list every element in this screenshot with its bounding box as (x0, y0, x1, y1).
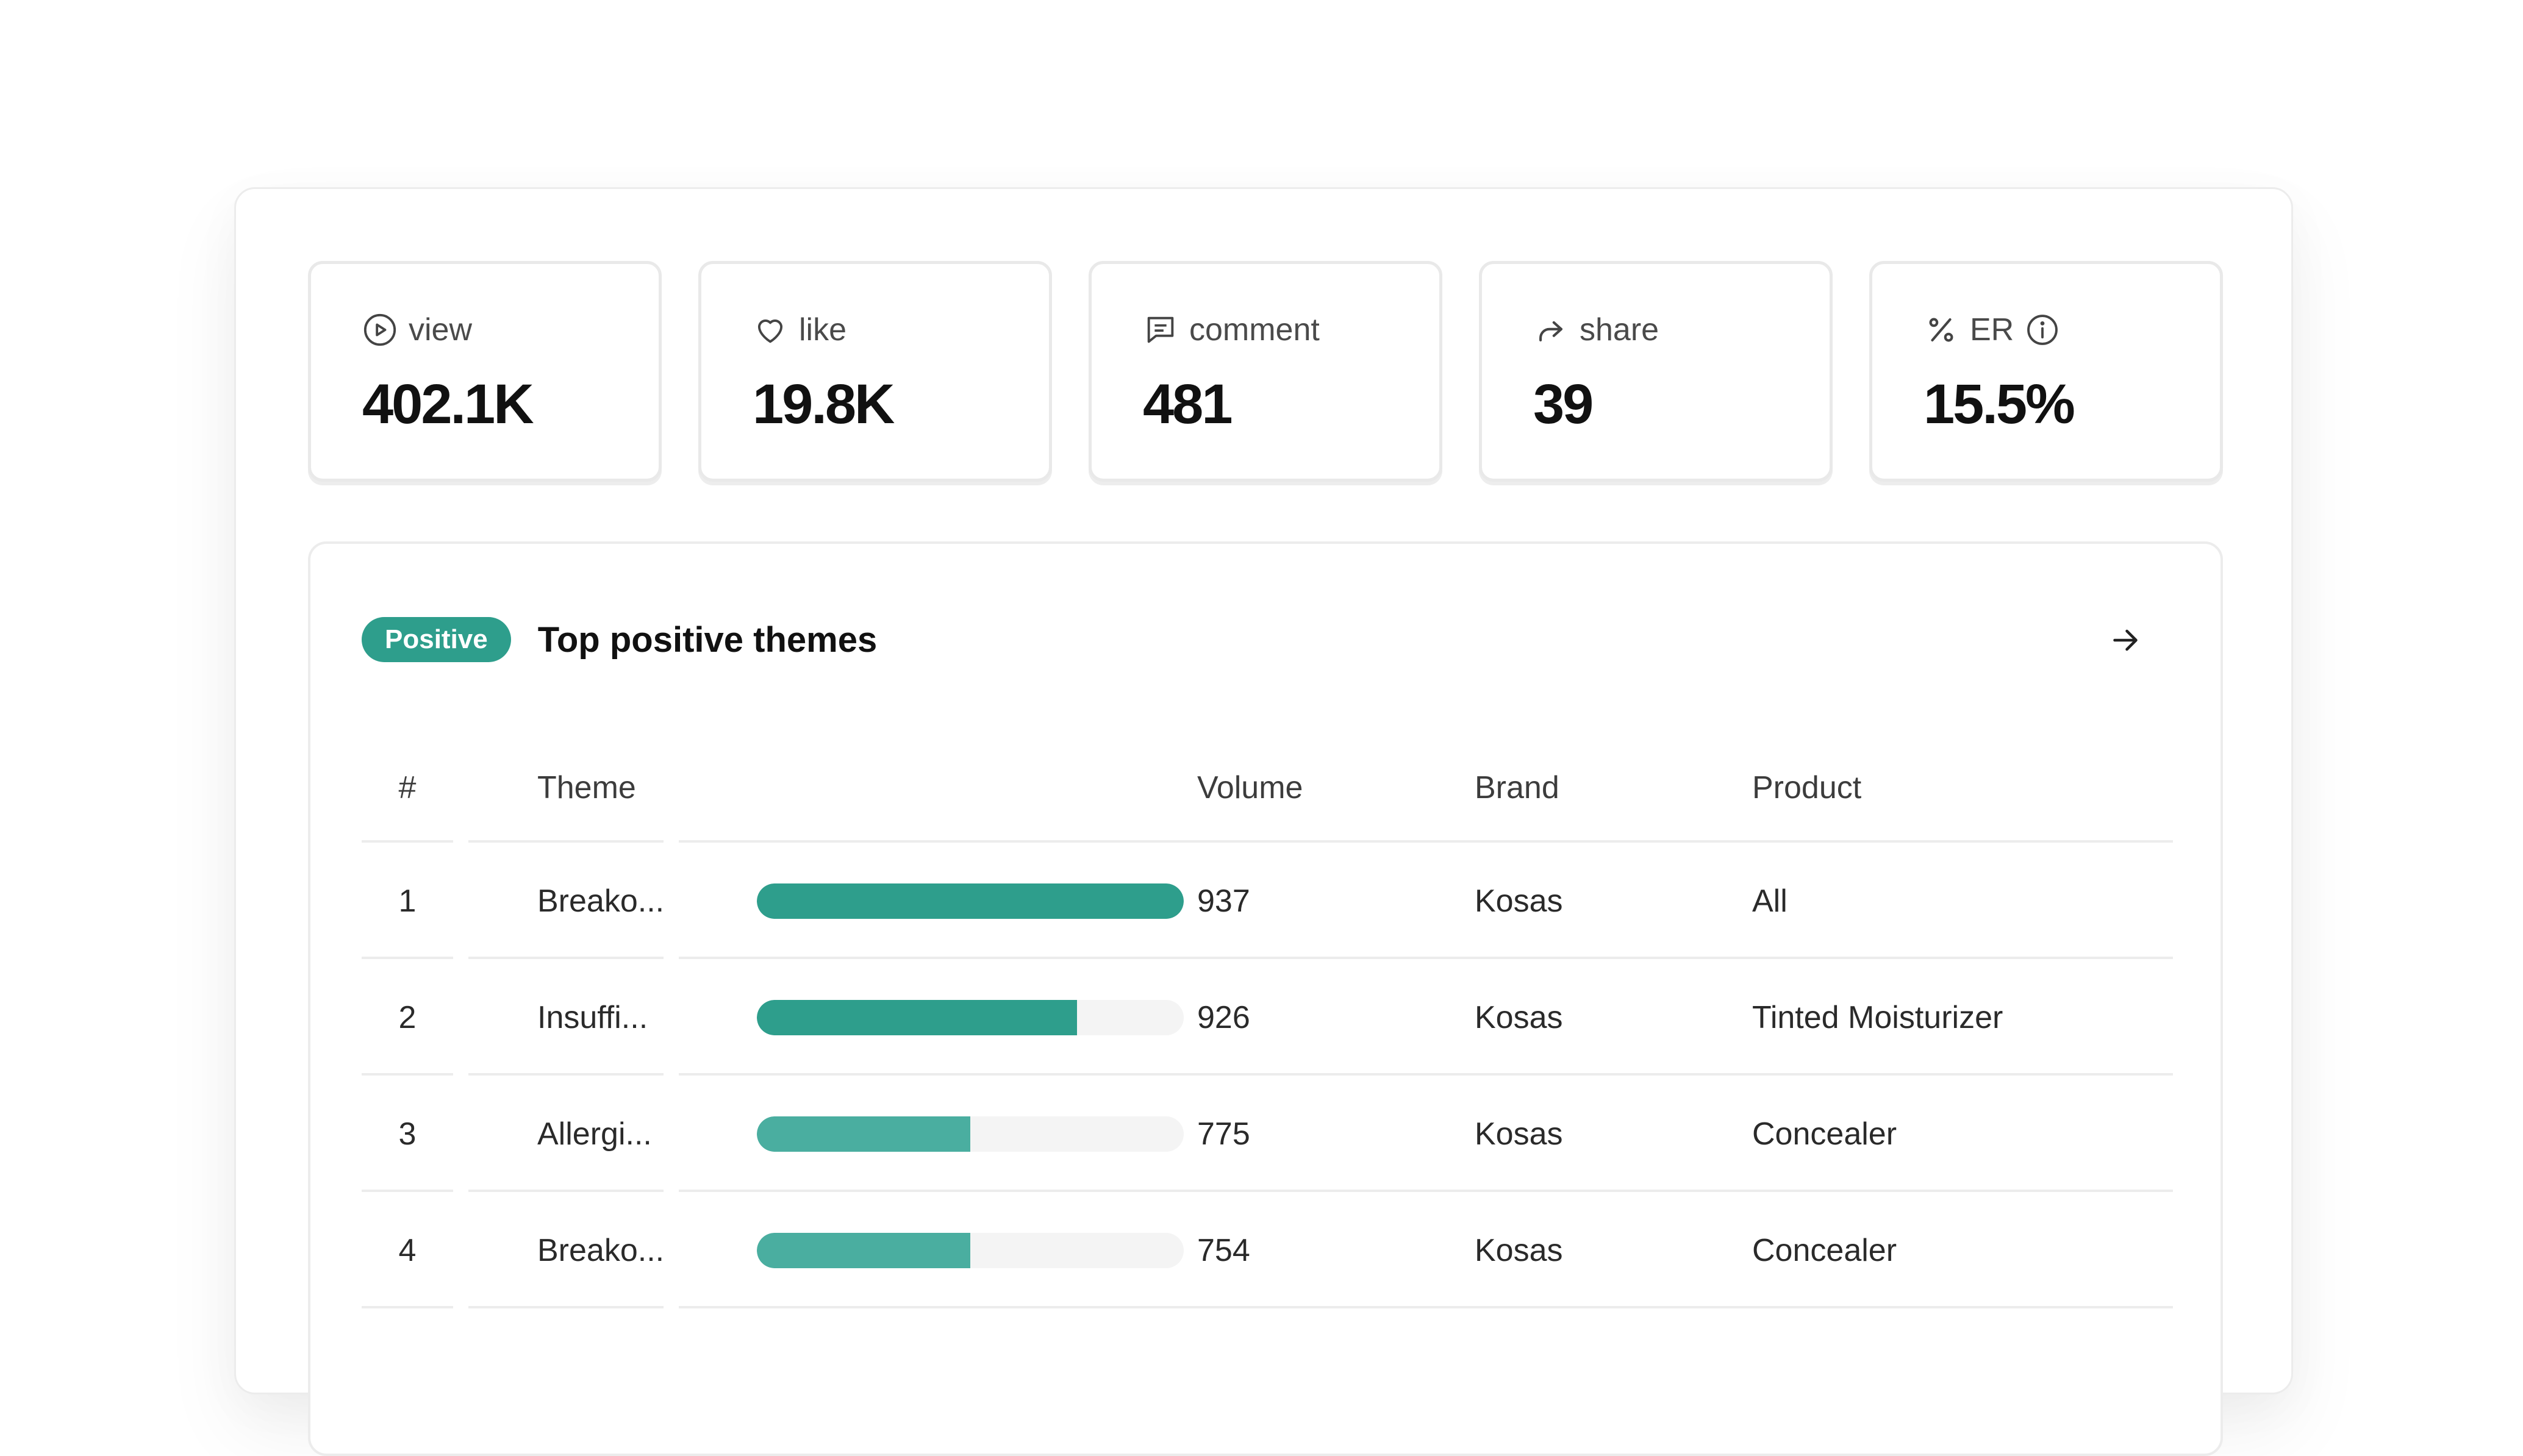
row-volume-bar (721, 959, 1197, 1076)
stat-card-share[interactable]: share 39 (1479, 261, 1833, 482)
volume-bar-fill (757, 1116, 970, 1152)
stat-header: share (1533, 312, 1659, 348)
panel-title: Top positive themes (537, 619, 878, 660)
row-product: All (1752, 883, 1788, 919)
row-theme: Allergi... (537, 1116, 652, 1152)
table-row[interactable]: 4 Breako... 754 Kosas Concealer (362, 1192, 2173, 1308)
heart-icon (753, 312, 788, 348)
row-volume: 937 (1197, 883, 1250, 919)
volume-bar-fill (757, 1232, 970, 1268)
share-arrow-icon (1533, 312, 1569, 348)
table-row[interactable]: 3 Allergi... 775 Kosas Concealer (362, 1076, 2173, 1192)
stat-value: 19.8K (753, 373, 895, 435)
header-brand: Brand (1475, 770, 1559, 805)
stat-header: ER (1924, 312, 2060, 348)
table-row[interactable]: 2 Insuffi... 926 Kosas Tinted Moisturize… (362, 959, 2173, 1076)
stats-row: view 402.1K like 19.8K comment 481 (308, 261, 2223, 482)
volume-bar-fill (757, 883, 1184, 919)
stat-card-like[interactable]: like 19.8K (698, 261, 1052, 482)
row-volume-bar (721, 843, 1197, 959)
stat-label: share (1580, 312, 1659, 348)
arrow-right-icon (2107, 629, 2144, 661)
row-brand: Kosas (1475, 999, 1563, 1035)
row-brand: Kosas (1475, 883, 1563, 919)
row-num: 3 (398, 1116, 417, 1152)
play-circle-icon (362, 312, 398, 348)
row-volume: 775 (1197, 1116, 1250, 1152)
panel-header: Positive Top positive themes (362, 617, 877, 662)
themes-panel: Positive Top positive themes # Theme Vol… (308, 541, 2223, 1456)
header-volume: Volume (1197, 770, 1303, 805)
row-product: Concealer (1752, 1116, 1897, 1152)
row-theme: Insuffi... (537, 999, 648, 1035)
open-arrow-button[interactable] (2107, 622, 2144, 658)
row-volume-bar (721, 1192, 1197, 1308)
row-brand: Kosas (1475, 1232, 1563, 1268)
comment-icon (1143, 312, 1178, 348)
stat-label: view (409, 312, 473, 348)
row-brand: Kosas (1475, 1116, 1563, 1152)
volume-bar-fill (757, 999, 1077, 1035)
header-product: Product (1752, 770, 1862, 805)
sentiment-badge: Positive (362, 617, 511, 662)
info-icon[interactable] (2025, 312, 2060, 348)
row-theme: Breako... (537, 1232, 665, 1268)
stat-header: comment (1143, 312, 1320, 348)
stat-card-er[interactable]: ER 15.5% (1869, 261, 2223, 482)
themes-table: # Theme Volume Brand Product 1 Breako...… (362, 733, 2173, 1308)
stat-value: 39 (1533, 373, 1594, 435)
table-header: # Theme Volume Brand Product (362, 733, 2173, 843)
stat-header: like (753, 312, 846, 348)
stat-value: 15.5% (1924, 373, 2075, 435)
dashboard-card: view 402.1K like 19.8K comment 481 (234, 187, 2293, 1456)
header-num: # (398, 770, 417, 805)
stat-label: comment (1189, 312, 1320, 348)
stat-value: 402.1K (362, 373, 534, 435)
row-theme: Breako... (537, 883, 665, 919)
row-product: Tinted Moisturizer (1752, 999, 2003, 1035)
row-volume: 754 (1197, 1232, 1250, 1268)
row-num: 2 (398, 999, 417, 1035)
stat-card-view[interactable]: view 402.1K (308, 261, 662, 482)
header-theme: Theme (537, 770, 636, 805)
stat-card-comment[interactable]: comment 481 (1089, 261, 1442, 482)
row-num: 1 (398, 883, 417, 919)
percent-icon (1924, 312, 1959, 348)
stat-header: view (362, 312, 472, 348)
stat-value: 481 (1143, 373, 1233, 435)
row-num: 4 (398, 1232, 417, 1268)
table-row[interactable]: 1 Breako... 937 Kosas All (362, 843, 2173, 959)
row-volume-bar (721, 1076, 1197, 1192)
row-product: Concealer (1752, 1232, 1897, 1268)
stat-label: ER (1970, 312, 2014, 348)
row-volume: 926 (1197, 999, 1250, 1035)
stat-label: like (799, 312, 847, 348)
